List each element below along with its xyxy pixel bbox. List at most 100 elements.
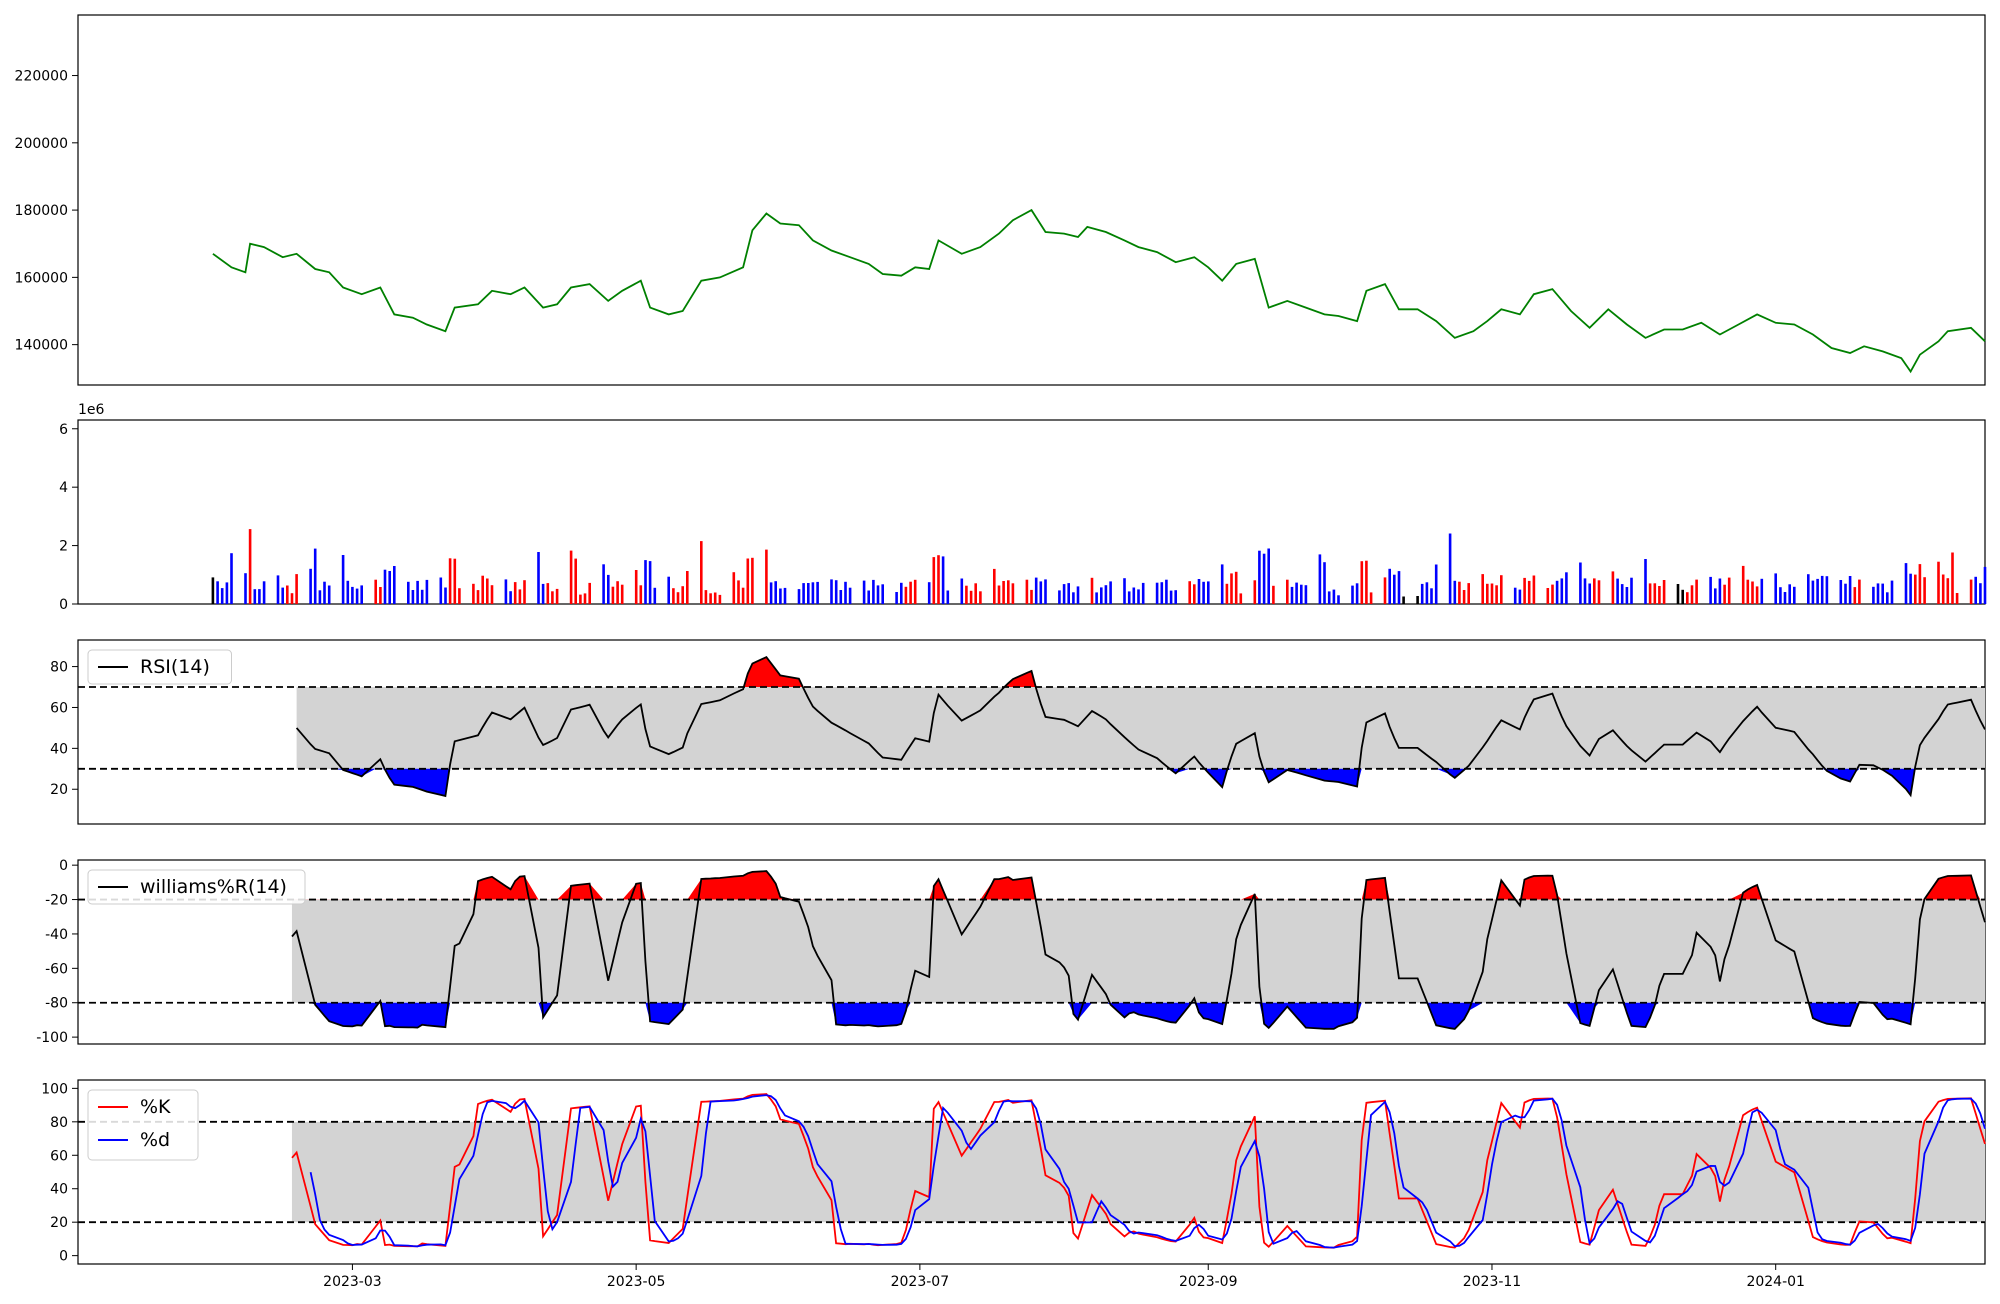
volume-bar — [802, 583, 805, 604]
x-tick-label: 2023-09 — [1179, 1274, 1238, 1290]
volume-bar — [1197, 579, 1201, 604]
volume-bar — [1658, 586, 1661, 604]
volume-bar — [1844, 583, 1847, 604]
volume-bar — [318, 590, 322, 604]
volume-bar — [360, 585, 363, 604]
volume-bar — [1695, 579, 1698, 604]
x-tick-label: 2023-03 — [323, 1274, 382, 1290]
volume-bar — [1109, 581, 1112, 604]
volume-bar — [779, 588, 782, 604]
volume-bar — [1490, 583, 1494, 604]
volume-bar — [211, 577, 215, 604]
volume-bar — [607, 574, 610, 604]
volume-bar — [1327, 591, 1331, 604]
volume-bar — [1588, 583, 1591, 604]
volume-bar — [1044, 579, 1047, 604]
volume-bar — [904, 586, 908, 604]
volume-bar — [737, 580, 740, 604]
volume-bar — [876, 585, 880, 604]
volume-bar — [1546, 588, 1550, 604]
stoch-ytick-label: 60 — [50, 1148, 68, 1164]
volume-bar — [1193, 584, 1196, 604]
price-series-line — [212, 208, 1986, 374]
volume-bar — [867, 590, 870, 604]
volume-bar — [648, 561, 652, 604]
wr-over-fill — [291, 871, 1986, 900]
volume-bar — [1686, 592, 1689, 604]
volume-bar — [1174, 590, 1177, 604]
volume-bar — [546, 583, 550, 604]
volume-bar — [1513, 587, 1517, 604]
volume-bar — [1262, 553, 1266, 604]
volume-bar — [634, 570, 638, 604]
volume-bar — [383, 569, 387, 604]
volume-bar — [1188, 581, 1191, 604]
volume-bar — [541, 583, 545, 604]
volume-bar — [979, 591, 982, 604]
volume-bar — [523, 580, 526, 604]
volume-bar — [504, 579, 508, 604]
volume-bar — [1132, 587, 1136, 604]
rsi-ytick-label: 40 — [50, 741, 68, 757]
volume-bar — [1039, 581, 1043, 604]
volume-bar — [309, 568, 312, 604]
volume-bar — [407, 581, 410, 604]
volume-bar — [1402, 596, 1405, 604]
volume-bar — [341, 555, 345, 604]
volume-bar — [486, 578, 489, 604]
volume-bar — [1625, 587, 1629, 604]
volume-bar — [1486, 583, 1489, 604]
volume-bar — [1104, 585, 1108, 604]
volume-bar — [411, 590, 415, 604]
volume-bar — [220, 588, 224, 604]
volume-bar — [732, 572, 736, 604]
volume-bar — [1839, 580, 1843, 604]
volume-bar — [1453, 580, 1457, 604]
volume-bar — [472, 583, 475, 604]
volume-bar — [774, 581, 777, 604]
volume-bar — [425, 579, 429, 604]
volume-bar — [1644, 559, 1647, 604]
volume-bar — [713, 592, 717, 604]
volume-bar — [941, 556, 945, 604]
stoch-k-line — [291, 1093, 1986, 1249]
volume-bar — [783, 587, 787, 604]
volume-bar — [1034, 577, 1038, 604]
volume-bar — [1955, 593, 1959, 604]
volume-bar — [839, 590, 843, 604]
volume-bar — [611, 586, 615, 604]
volume-bar — [709, 593, 712, 604]
volume-bar — [1662, 580, 1666, 604]
volume-bar — [848, 587, 852, 604]
volume-bar — [681, 586, 684, 604]
volume-bar — [1914, 574, 1917, 604]
volume-bar — [1100, 587, 1103, 604]
volume-bar — [323, 581, 326, 604]
volume-bar — [913, 579, 917, 604]
stoch-d-line — [309, 1094, 1986, 1249]
volume-bar — [295, 574, 298, 604]
volume-bar — [1095, 592, 1098, 604]
volume-bar — [844, 581, 847, 604]
stoch-legend-label-k: %K — [140, 1096, 171, 1118]
volume-bar — [1616, 578, 1619, 604]
volume-bar — [1272, 585, 1275, 604]
volume-bar — [1518, 589, 1522, 604]
volume-bar — [1532, 575, 1536, 604]
volume-bar — [932, 557, 936, 604]
volume-bar — [490, 585, 494, 604]
volume-bar — [1500, 575, 1503, 604]
volume-bar — [1858, 579, 1861, 604]
stoch-ytick-label: 100 — [41, 1081, 68, 1097]
volume-bar — [960, 578, 964, 604]
wr-under-fill — [291, 1002, 1986, 1029]
x-tick-label: 2023-11 — [1463, 1274, 1522, 1290]
volume-bar — [1355, 583, 1359, 604]
volume-bar — [672, 588, 675, 604]
volume-bar — [1467, 583, 1470, 604]
volume-bar — [1434, 564, 1438, 604]
volume-bar — [551, 591, 554, 604]
volume-bar — [946, 590, 950, 604]
volume-bar — [1593, 578, 1596, 604]
